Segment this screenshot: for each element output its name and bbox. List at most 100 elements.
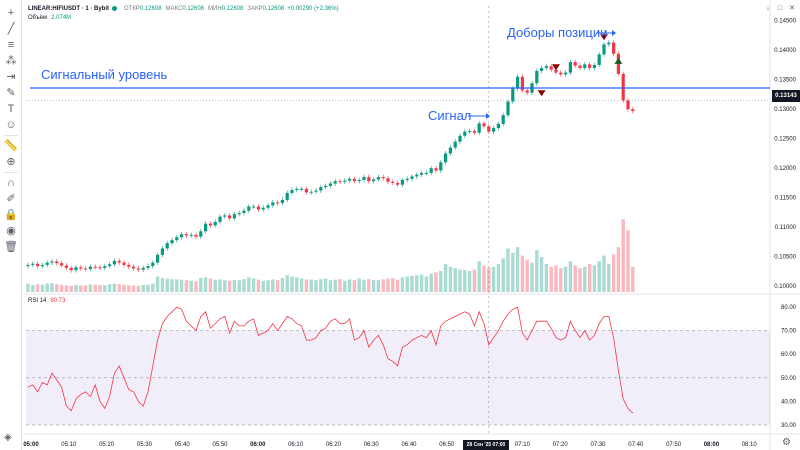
candle-body <box>525 90 529 93</box>
candle-body <box>266 205 270 208</box>
volume-bar <box>50 283 54 292</box>
volume-bar <box>266 280 270 292</box>
volume-bars <box>26 219 635 292</box>
volume-bar <box>405 276 409 292</box>
symbol-name[interactable]: LINEAR:HIFIUSDT · 1 · Bybit <box>28 6 109 12</box>
crosshair-icon[interactable]: + <box>7 7 15 19</box>
volume-bar <box>261 280 265 292</box>
rsi-legend[interactable]: RSI 14 80.73 <box>28 296 65 306</box>
time-tick-label: 07:10 <box>515 442 531 448</box>
candle-body <box>285 192 289 201</box>
volume-bar <box>395 279 400 292</box>
volume-bar <box>583 266 587 292</box>
volume-bar <box>520 255 525 292</box>
low-value: 0.12608 <box>221 6 244 12</box>
lock-icon[interactable]: 🔒 <box>4 209 18 221</box>
candle-body <box>64 265 68 268</box>
candle-body <box>602 44 606 55</box>
volume-bar <box>616 247 621 292</box>
volume-bar <box>237 280 241 292</box>
volume-bar <box>35 284 40 292</box>
volume-bar <box>199 278 203 292</box>
volume-bar <box>626 230 630 292</box>
ruler-icon[interactable]: 📏 <box>4 140 18 152</box>
volume-bar <box>592 265 597 292</box>
volume-bar <box>319 279 323 292</box>
fib-icon[interactable]: ≡ <box>7 39 15 51</box>
price-tick-label: 0.12000 <box>774 166 796 172</box>
emoji-icon[interactable]: ☺ <box>5 119 17 131</box>
candle-body <box>295 188 299 191</box>
price-tick-label: 0.13500 <box>774 78 796 84</box>
pattern-icon[interactable]: ⁂ <box>5 55 17 67</box>
high-value: 0.12608 <box>182 6 205 12</box>
volume-bar <box>88 284 93 292</box>
candle-body <box>261 207 265 210</box>
volume-bar <box>146 284 150 292</box>
volume-bar <box>31 285 35 292</box>
volume-bar <box>131 285 136 292</box>
candle-body <box>74 267 78 271</box>
volume-bar <box>203 277 208 292</box>
position-adds-label[interactable]: Доборы позиции <box>507 25 608 40</box>
volume-legend[interactable]: Объём 2.074M <box>28 13 71 23</box>
volume-bar <box>299 278 304 292</box>
volume-bar <box>256 279 261 292</box>
candle-body <box>50 261 54 263</box>
candle-body <box>45 262 49 265</box>
signal-label[interactable]: Сигнал <box>428 108 472 123</box>
signal-level-label[interactable]: Сигнальный уровень <box>41 67 168 82</box>
trash-icon[interactable]: 🗑 <box>4 241 18 253</box>
forecast-icon[interactable]: ⇥ <box>6 71 16 83</box>
rsi-tick-label: 40.00 <box>781 399 797 405</box>
scroll-down-icon[interactable]: ↓ <box>766 5 770 12</box>
crosshair-date-label: 28 Сен '25 07:00 <box>463 440 509 450</box>
candle-body <box>496 123 500 129</box>
candle-body <box>103 266 107 268</box>
candle-body <box>501 115 505 124</box>
volume-bar <box>127 285 131 292</box>
candle-body <box>31 263 35 265</box>
time-tick-label: 06:10 <box>288 442 304 448</box>
volume-bar <box>55 284 59 292</box>
candle-body <box>544 66 548 68</box>
candle-body <box>256 206 260 210</box>
time-tick-label: 05:30 <box>137 442 153 448</box>
candle-body <box>626 100 630 110</box>
layers-icon[interactable]: ◈ <box>4 432 12 443</box>
close-icon[interactable]: ✕ <box>789 5 795 12</box>
brush-icon[interactable]: ✎ <box>6 87 16 99</box>
drawing-toolbar: + ╱ ≡ ⁂ ⇥ ✎ T ☺ 📏 ⊕ ∩ ✐ 🔒 ◉ 🗑 <box>0 0 22 450</box>
time-tick-label: 06:40 <box>401 442 417 448</box>
volume-bar <box>347 279 352 292</box>
volume-bar <box>544 264 549 292</box>
gear-icon[interactable]: ⚙ <box>782 437 791 448</box>
candle-body <box>300 188 304 190</box>
candle-body <box>453 141 457 148</box>
candle-body <box>208 223 212 226</box>
candle-body <box>463 131 467 136</box>
current-price-tag: 0.13143 <box>772 90 800 102</box>
zoom-icon[interactable]: ⊕ <box>6 156 16 168</box>
price-tick-label: 0.14500 <box>774 19 796 25</box>
lock-draw-icon[interactable]: ✐ <box>6 193 16 205</box>
trendline-icon[interactable]: ╱ <box>7 23 15 35</box>
candle-body <box>319 187 323 191</box>
candle-body <box>588 64 592 68</box>
volume-bar <box>107 284 112 292</box>
volume-bar <box>448 266 453 292</box>
maximize-icon[interactable]: □ <box>777 5 783 12</box>
text-icon[interactable]: T <box>7 103 15 115</box>
candle-body <box>405 178 409 180</box>
candle-body <box>506 101 510 116</box>
candle-body <box>36 263 40 267</box>
volume-bar <box>295 277 299 292</box>
candle-body <box>117 260 121 263</box>
candle-body <box>472 131 476 133</box>
open-value: 0.12608 <box>139 6 162 12</box>
eye-icon[interactable]: ◉ <box>6 225 16 237</box>
volume-bar <box>227 280 232 292</box>
candle-body <box>348 178 352 181</box>
magnet-icon[interactable]: ∩ <box>7 177 15 189</box>
